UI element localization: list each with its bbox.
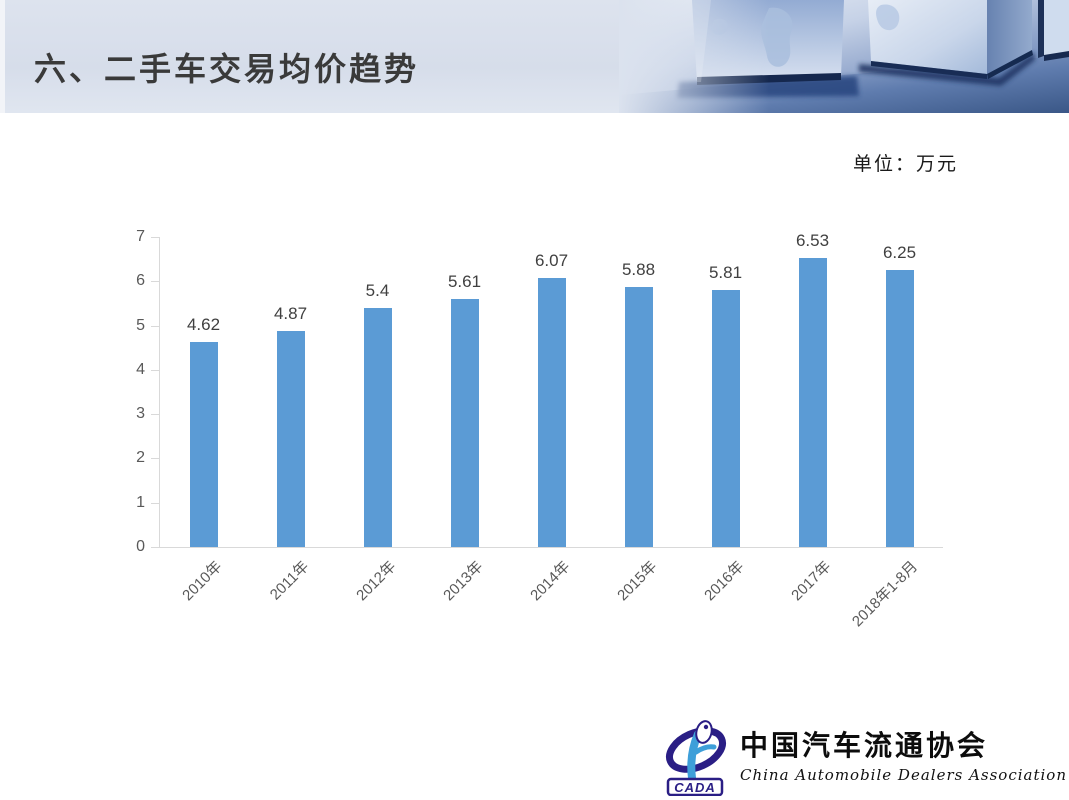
logo-chinese-name: 中国汽车流通协会 [739,729,988,762]
cada-emblem-icon: CADA [665,720,726,796]
y-tick-label: 6 [136,272,145,290]
y-tick-label: 4 [136,360,145,378]
bar-value-label: 5.4 [365,280,390,300]
x-tick-label: 2018年1-8月 [849,558,922,631]
bar-2010年 [189,342,218,547]
y-tick-mark [151,325,160,327]
x-tick-label: 2013年 [440,558,487,605]
bar-value-label: 6.53 [795,230,830,250]
x-tick-label: 2012年 [353,558,400,605]
y-tick-label: 1 [136,493,145,511]
bar-value-label: 5.81 [708,262,743,282]
bar-2016年 [711,289,740,547]
x-tick-label: 2017年 [788,558,835,605]
bar-2011年 [276,331,305,547]
y-axis-line [159,237,160,548]
cubes-illustration-icon [619,0,1069,113]
x-tick-label: 2016年 [701,558,748,605]
bar-value-label: 6.07 [534,251,569,271]
bar-value-label: 4.62 [186,315,221,335]
y-tick-label: 7 [136,228,145,245]
y-tick-mark [151,458,160,460]
bar-2015年 [624,286,653,547]
y-tick-mark [151,502,160,504]
y-tick-label: 3 [136,405,145,423]
y-tick-mark [151,369,160,371]
x-tick-label: 2011年 [267,558,313,604]
bar-value-label: 5.61 [447,271,482,291]
bar-2012年 [363,307,392,547]
x-tick-label: 2014年 [527,558,574,605]
logo-text: 中国汽车流通协会 China Automobile Dealers Associ… [740,716,1067,784]
bar-value-label: 5.88 [621,259,656,279]
page-title: 六、二手车交易均价趋势 [34,51,420,87]
x-tick-label: 2015年 [614,558,661,605]
cada-acronym: CADA [674,780,716,795]
y-tick-label: 0 [136,538,145,555]
y-tick-label: 5 [136,316,145,334]
bar-value-label: 4.87 [273,304,308,324]
cada-logo: CADA 中国汽车流通协会 China Automobile Dealers A… [662,716,1067,796]
bar-value-label: 6.25 [882,243,917,263]
x-tick-label: 2010年 [179,558,226,605]
header-cubes-image [619,0,1069,113]
bar-2018年1-8月 [885,270,914,547]
bar-2013年 [450,298,479,547]
x-axis-line [160,547,943,548]
slide-header: 六、二手车交易均价趋势 [0,0,1069,113]
y-tick-mark [151,414,160,416]
y-tick-mark [151,547,160,548]
bar-2014年 [537,278,566,547]
y-tick-mark [151,237,160,238]
logo-english-name: China Automobile Dealers Association [739,766,1067,784]
unit-label: 单位：万元 [852,154,958,175]
header-left-stripe [0,0,5,113]
bar-2017年 [798,257,827,547]
y-tick-mark [151,281,160,283]
y-tick-label: 2 [136,449,145,467]
